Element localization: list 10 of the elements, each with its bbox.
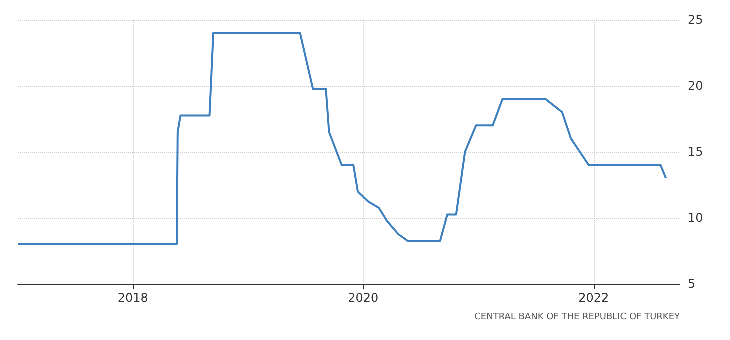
text: CENTRAL BANK OF THE REPUBLIC OF TURKEY <box>474 312 680 322</box>
x-tick-label: 2020 <box>348 291 379 305</box>
y-tick-label: 25 <box>688 13 704 27</box>
line-series <box>17 32 668 246</box>
x-tick-label: 2018 <box>118 291 148 305</box>
y-tick-label: 10 <box>688 211 704 225</box>
y-tick-label: 5 <box>688 277 696 291</box>
y-tick-label: 15 <box>688 145 704 159</box>
x-tick-label: 2022 <box>578 291 610 305</box>
y-tick-label: 20 <box>688 79 704 93</box>
